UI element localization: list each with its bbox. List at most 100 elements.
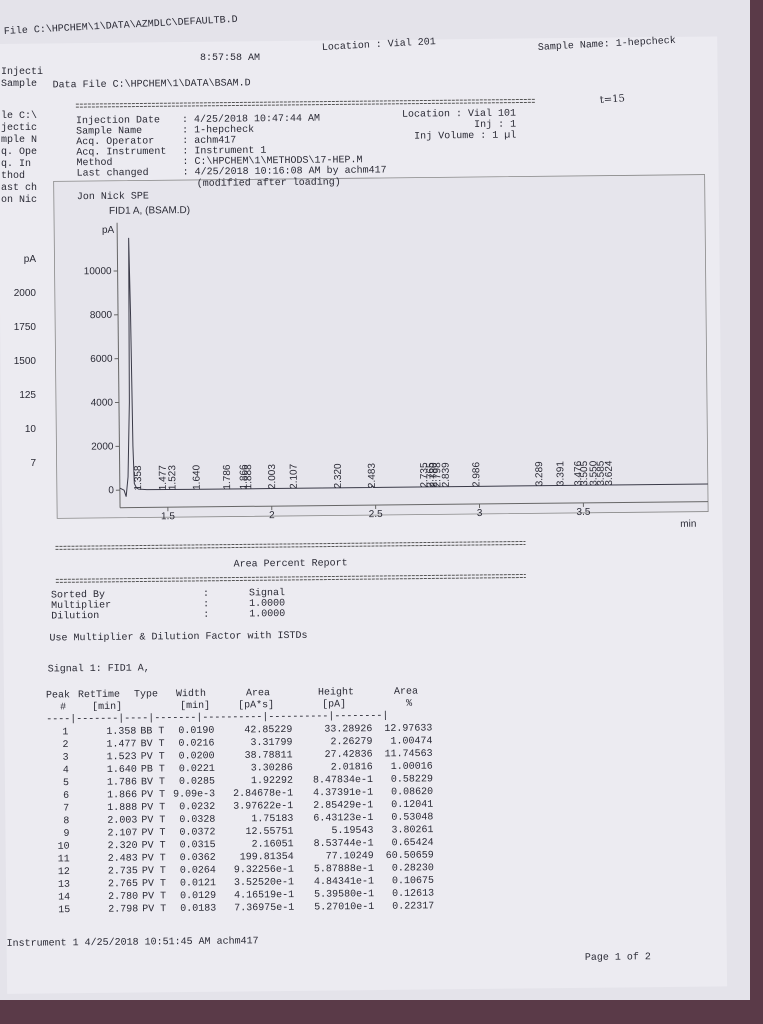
peak-label: 2.483 [367,463,378,489]
info-value: : 1-hepcheck [182,124,254,137]
chromatogram-trace [119,237,708,497]
y-tick-label: 10000 [84,266,112,277]
table-header: Width [176,688,206,700]
setting-colon: : [203,599,209,610]
rule [55,540,526,547]
table-cell: 12 [58,867,70,878]
table-cell: 5.19543 [331,826,373,837]
table-cell: 0.12041 [391,800,433,811]
info-label: Acq. Operator [76,136,154,148]
table-cell: 0.0372 [179,827,215,838]
table-cell: 1.92292 [251,776,293,787]
back-axis-fragment: 7 [30,458,36,469]
table-cell: 0.10675 [392,876,434,887]
y-axis [116,222,121,508]
peak-label: 2.780 [428,462,439,488]
peak-label: 3.550 [588,460,599,486]
peak-label: 3.585 [596,460,607,486]
x-axis-label: min [680,519,696,530]
footer-page: Page 1 of 2 [585,951,651,964]
chart-frame [53,174,709,519]
back-fragment: q. Ope [1,147,37,158]
table-cell: 0.0121 [180,878,216,889]
y-tick-label: 8000 [90,310,113,321]
table-cell: 5.27010e-1 [314,902,374,914]
table-cell: 3 [63,753,69,764]
setting-colon: : [203,610,209,621]
back-axis-fragment: pA [24,254,37,265]
info-value: : Instrument 1 [182,146,266,158]
table-cell: 0.0362 [180,853,216,864]
info-value: : 4/25/2018 10:47:44 AM [182,113,320,126]
table-cell: 2.798 [108,904,138,915]
peak-label: 1.358 [133,465,144,491]
setting-value: Signal [249,587,285,599]
back-fragment: ast ch [1,182,37,194]
peak-label: 2.765 [425,462,436,488]
table-cell: 1.888 [107,803,137,814]
table-cell: PV T [141,828,165,839]
table-cell: PV T [142,879,166,890]
table-cell: BB T [140,726,164,737]
table-cell: PB T [141,764,165,775]
back-location: Location : Vial 201 [322,36,437,54]
table-cell: 2.85429e-1 [313,800,373,812]
table-rule: ----|-------|----|-------|----------|---… [46,710,388,726]
peak-label: 1.888 [243,464,254,490]
table-cell: 3.31799 [250,738,292,749]
table-cell: 4 [63,765,69,776]
table-cell: 2.320 [108,841,138,852]
table-cell: 0.22317 [392,901,434,912]
table-cell: 0.28230 [392,863,434,874]
setting-label: Dilution [51,610,99,623]
table-units: [pA*s] [238,699,274,711]
data-file: Data File C:\HPCHEM\1\DATA\BSAM.D [53,77,251,91]
peak-label: 1.640 [191,464,202,490]
rule [75,101,536,108]
table-header: Area [246,688,270,699]
peak-label: 2.003 [267,464,278,490]
peak-label: 3.624 [604,460,615,486]
table-cell: 42.85229 [244,725,292,737]
table-cell: 0.0328 [179,815,215,826]
table-cell: PV T [142,853,166,864]
operator-note: Jon Nick SPE [77,190,149,203]
peak-label: 1.477 [158,465,169,491]
table-cell: 2.26279 [330,737,372,748]
table-cell: 11 [58,854,70,865]
x-axis [120,501,709,509]
back-fragment: thod [1,170,25,182]
table-cell: PV T [141,815,165,826]
back-axis-fragment: 10 [25,424,37,435]
table-cell: PV T [142,891,166,902]
table-units: [pA] [322,698,346,710]
table-cell: 8.53744e-1 [314,838,374,850]
table-cell: 0.58229 [391,774,433,785]
table-cell: 0.0221 [179,764,215,775]
info-label: Sample Name [76,125,142,138]
table-cell: 0.08620 [391,787,433,798]
table-cell: 8.47834e-1 [313,775,373,787]
table-cell: PV T [141,802,165,813]
table-cell: 14 [58,892,70,903]
peak-label: 2.798 [432,462,443,488]
setting-label: Multiplier [51,599,111,612]
y-tick-label: 2000 [91,441,114,452]
y-tick-label: 6000 [90,354,113,365]
report-sheet: Data File C:\HPCHEM\1\DATA\BSAM.D Injecti… [0,36,728,994]
table-cell: 3.30286 [251,763,293,774]
table-cell: 2.84678e-1 [233,788,293,800]
chart-title: FID1 A, (BSAM.D) [109,205,190,217]
table-cell: 2.765 [108,879,138,890]
info-value: : 4/25/2018 10:16:08 AM by achm417 [182,164,386,178]
back-fragment: Injecti [1,66,43,78]
y-axis-label: pA [102,225,115,236]
table-cell: 2 [62,740,68,751]
back-fragment: Sample [1,78,37,90]
table-cell: 199.81354 [240,852,294,864]
table-cell: PV T [142,904,166,915]
info-right: Inj Volume : 1 µl [414,130,516,143]
setting-label: Sorted By [51,589,105,602]
table-cell: 9 [63,829,69,840]
table-cell: PV T [142,841,166,852]
